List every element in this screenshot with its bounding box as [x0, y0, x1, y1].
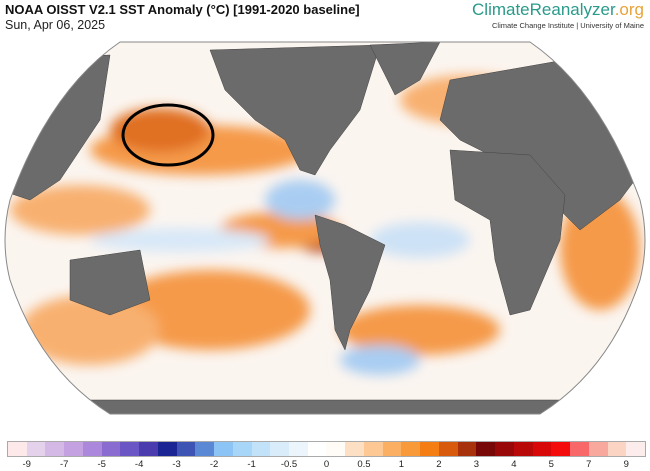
sst-anomaly-map: [4, 41, 646, 415]
anomaly-field: [10, 75, 640, 375]
colorbar-swatch: [326, 442, 346, 456]
colorbar-swatch: [195, 442, 215, 456]
colorbar-swatch: [457, 442, 477, 456]
colorbar-label: -5: [97, 459, 106, 470]
colorbar-swatch: [495, 442, 514, 456]
colorbar-swatch: [289, 442, 308, 456]
colorbar-swatch: [64, 442, 83, 456]
colorbar: [7, 441, 646, 457]
colorbar-swatch: [8, 442, 27, 456]
colorbar-swatch: [251, 442, 271, 456]
colorbar-swatch: [438, 442, 458, 456]
colorbar-label: 1: [398, 459, 405, 470]
south-america: [314, 214, 386, 351]
colorbar-swatch: [45, 442, 65, 456]
colorbar-swatch: [363, 442, 383, 456]
colorbar-labels: -9 -7 -5 -4 -3 -2 -1 -0.5 0 0.5 1 2 3 4 5 7 9: [0, 459, 650, 471]
colorbar-swatch: [101, 442, 121, 456]
colorbar-swatch: [157, 442, 177, 456]
colorbar-swatch: [139, 442, 158, 456]
colorbar-label: -7: [59, 459, 69, 470]
highlight-circle: [121, 103, 215, 167]
colorbar-label: 0.5: [357, 459, 371, 470]
colorbar-swatch: [270, 442, 290, 456]
colorbar-swatch: [532, 442, 552, 456]
colorbar-swatch: [401, 442, 421, 456]
colorbar-swatch: [607, 442, 627, 456]
colorbar-swatch: [214, 442, 233, 456]
colorbar-swatch: [82, 442, 102, 456]
map-date: Sun, Apr 06, 2025: [5, 18, 106, 32]
colorbar-swatch: [513, 442, 533, 456]
colorbar-swatch: [26, 442, 46, 456]
brand-logo[interactable]: ClimateReanalyzer.org: [472, 0, 644, 20]
colorbar-swatch: [588, 442, 608, 456]
brand-subtitle: Climate Change Institute | University of…: [491, 21, 644, 30]
colorbar-label: 5: [548, 459, 554, 470]
colorbar-label: 7: [586, 459, 592, 470]
brand-suffix: .org: [614, 0, 644, 19]
colorbar-swatch: [176, 442, 196, 456]
colorbar-label: -4: [134, 459, 144, 470]
map-title: NOAA OISST V2.1 SST Anomaly (°C) [1991-2…: [5, 2, 360, 17]
colorbar-swatch: [476, 442, 496, 456]
colorbar-label: -3: [172, 459, 181, 470]
colorbar-label: -9: [22, 459, 31, 470]
colorbar-swatch: [345, 442, 364, 456]
map-outline: [4, 41, 646, 415]
colorbar-swatch: [420, 442, 439, 456]
colorbar-swatch: [232, 442, 252, 456]
colorbar-swatch: [551, 442, 571, 456]
colorbar-label: 0: [323, 459, 330, 470]
colorbar-label: -0.5: [280, 459, 298, 470]
antarctica: [5, 399, 645, 414]
colorbar-swatch: [382, 442, 402, 456]
colorbar-label: 2: [436, 459, 442, 470]
africa: [449, 149, 566, 316]
colorbar-swatch: [120, 442, 140, 456]
colorbar-swatch: [307, 442, 327, 456]
australia: [69, 249, 151, 316]
north-america: [209, 44, 381, 176]
colorbar-label: -2: [209, 459, 219, 470]
colorbar-label: -1: [247, 459, 256, 470]
colorbar-label: 3: [473, 459, 480, 470]
colorbar-label: 9: [623, 459, 629, 470]
greenland: [369, 42, 441, 96]
colorbar-swatch: [626, 442, 645, 456]
brand-name: ClimateReanalyzer: [472, 0, 615, 19]
colorbar-swatch: [570, 442, 589, 456]
colorbar-label: 4: [511, 459, 517, 470]
